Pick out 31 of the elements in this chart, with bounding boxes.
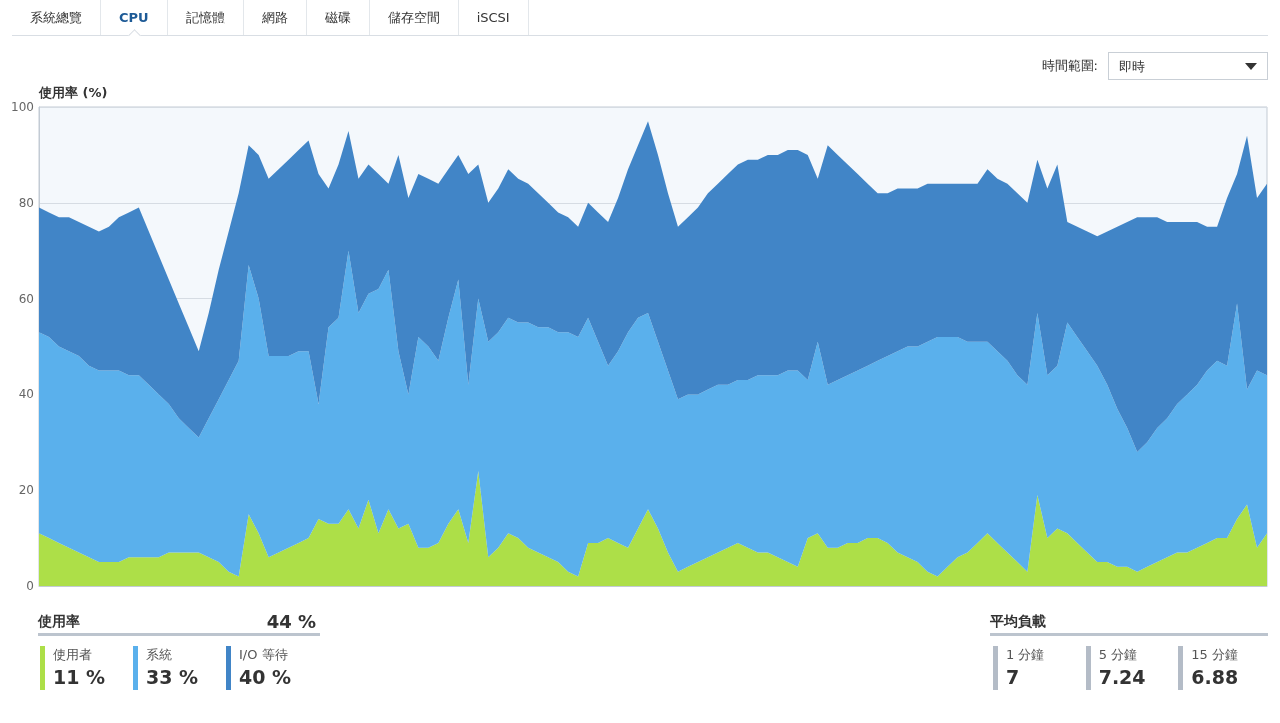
legend-label: I/O 等待 (239, 646, 288, 664)
y-axis-title: 使用率 (%) (38, 85, 108, 100)
category-label: 1 分鐘 (1006, 646, 1045, 664)
y-tick-label: 40 (18, 387, 34, 402)
text: 44 % (266, 611, 316, 632)
text: 時間範圍: (1041, 57, 1098, 75)
dropdown-field: 即時 (1108, 52, 1268, 80)
y-tick-label: 60 (18, 291, 34, 306)
category-label: 磁碟 (324, 8, 351, 27)
text: 11 % (53, 665, 106, 690)
text: 33 % (146, 665, 199, 690)
legend-label: 使用者 (53, 646, 92, 664)
category-label: 記憶體 (185, 8, 225, 27)
category-label: 儲存空間 (387, 8, 440, 27)
legend-label: 系統 (146, 646, 172, 664)
category-label: 網路 (261, 8, 288, 27)
y-tick-label: 0 (26, 579, 34, 593)
category-label: CPU (119, 10, 149, 25)
legend-title: 使用率 (38, 612, 80, 631)
y-tick-label: 20 (18, 483, 34, 498)
category-label: 5 分鐘 (1098, 646, 1139, 664)
text: 40 % (239, 665, 292, 690)
data-label: 7 (1006, 665, 1021, 690)
y-tick-label: 100 (11, 100, 34, 114)
y-tick-label: 80 (18, 195, 34, 210)
category-label: iSCSI (476, 10, 510, 25)
text: 平均負載 (990, 612, 1046, 631)
data-label: 7.24 (1098, 665, 1146, 690)
category-label: 系統總覽 (30, 8, 82, 27)
data-label: 6.88 (1191, 665, 1239, 690)
category-label: 15 分鐘 (1191, 646, 1239, 664)
